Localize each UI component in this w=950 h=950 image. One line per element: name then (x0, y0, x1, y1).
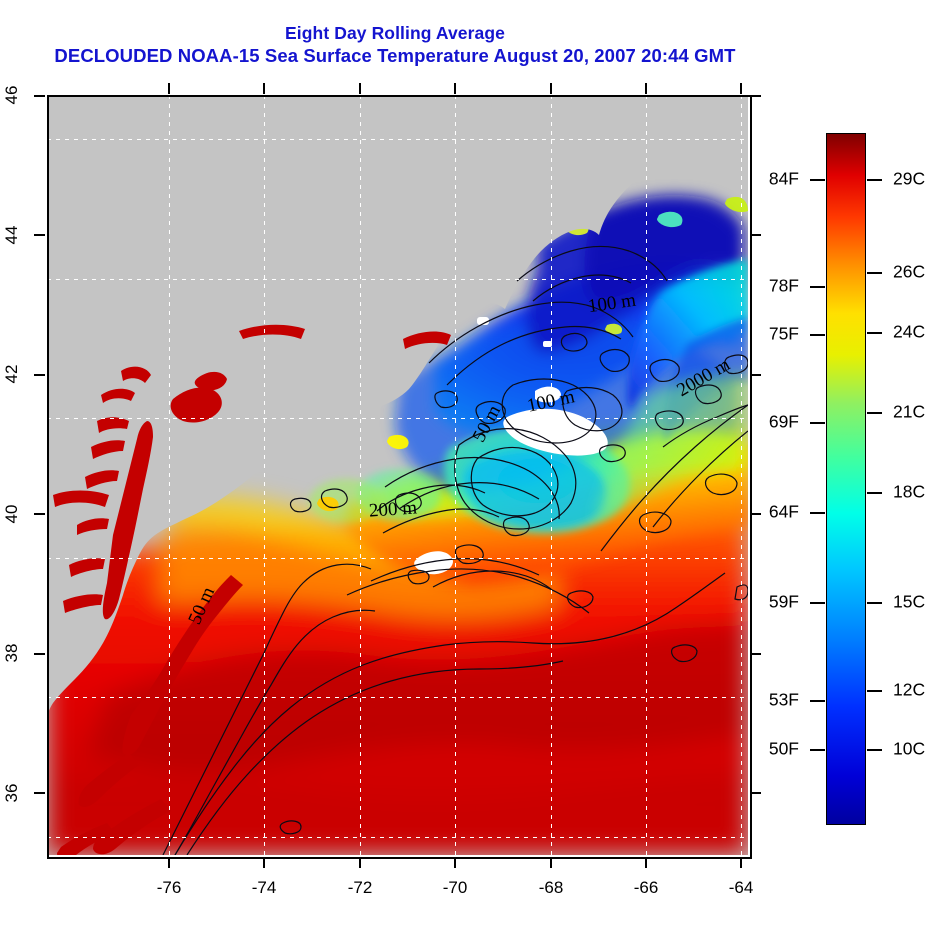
x-tick (550, 857, 552, 868)
contour-label-200m: 200 m (368, 497, 418, 522)
gridline-h (47, 837, 748, 838)
map-plot-area[interactable]: 100 m 100 m 2000 m 50 m 200 m 50 m (47, 95, 748, 855)
x-tick-label: -66 (633, 878, 659, 897)
title-line-2: DECLOUDED NOAA-15 Sea Surface Temperatur… (54, 45, 736, 66)
colorbar-label-f: 59F (768, 591, 799, 612)
x-tick-label: -68 (538, 878, 564, 897)
colorbar-label-f: 50F (768, 738, 799, 759)
gridline-h (47, 697, 748, 698)
x-tick-top (168, 83, 170, 94)
x-tick-label: -64 (728, 878, 754, 897)
y-tick (34, 374, 45, 376)
y-tick-label: 38 (2, 643, 21, 663)
y-tick-label: 42 (2, 364, 21, 384)
x-tick (263, 857, 265, 868)
y-tick-label: 36 (2, 783, 21, 803)
y-tick-right (750, 792, 761, 794)
sst-raster (47, 95, 748, 855)
colorbar-label-c: 26C (893, 261, 926, 282)
y-tick-right (750, 653, 761, 655)
gridline-h (47, 418, 748, 419)
colorbar-label-c: 12C (893, 679, 926, 700)
x-tick (645, 857, 647, 868)
gridline-v (360, 95, 361, 855)
y-tick (34, 653, 45, 655)
x-tick (359, 857, 361, 868)
x-tick (454, 857, 456, 868)
colorbar-label-c: 21C (893, 401, 926, 422)
x-tick-top (359, 83, 361, 94)
title-line-1: Eight Day Rolling Average (285, 23, 505, 43)
colorbar-label-c: 15C (893, 591, 926, 612)
land-mask-svg (47, 95, 748, 721)
gridline-h (47, 558, 748, 559)
gridline-h (47, 279, 748, 280)
x-tick-label: -76 (156, 878, 182, 897)
colorbar-label-f: 53F (768, 689, 799, 710)
bathymetry-contours-svg (162, 245, 748, 855)
gridline-v (264, 95, 265, 855)
y-tick-right (750, 374, 761, 376)
x-tick-label: -72 (347, 878, 373, 897)
y-tick-right (750, 95, 761, 97)
colorbar-gradient (827, 134, 865, 824)
figure-title: Eight Day Rolling Average DECLOUDED NOAA… (0, 22, 790, 68)
y-tick (34, 513, 45, 515)
gridline-v (551, 95, 552, 855)
sst-field-svg (47, 120, 748, 855)
colorbar-label-f: 78F (768, 275, 799, 296)
temperature-colorbar[interactable]: 84F 29C 78F 26C 75F 24C 69F 21C 64F 18C (769, 133, 925, 825)
y-tick-label: 44 (2, 225, 21, 245)
x-tick-top (740, 83, 742, 94)
x-tick-top (645, 83, 647, 94)
gridline-v (169, 95, 170, 855)
gridline-v (741, 95, 742, 855)
colorbar-label-f: 84F (768, 168, 799, 189)
y-tick-label: 40 (2, 504, 21, 524)
y-tick-right (750, 513, 761, 515)
gridline-v (455, 95, 456, 855)
colorbar-label-f: 64F (768, 501, 799, 522)
x-tick-label: -74 (251, 878, 277, 897)
x-tick (740, 857, 742, 868)
colorbar-label-c: 18C (893, 481, 926, 502)
x-tick-top (454, 83, 456, 94)
x-tick-label: -70 (442, 878, 468, 897)
colorbar-label-f: 75F (768, 323, 799, 344)
x-tick (168, 857, 170, 868)
bays-water-svg (53, 324, 451, 855)
colorbar-label-f: 69F (768, 411, 799, 432)
y-tick (34, 234, 45, 236)
colorbar-label-c: 29C (893, 168, 926, 189)
x-tick-top (263, 83, 265, 94)
y-tick-right (750, 234, 761, 236)
colorbar-label-c: 24C (893, 321, 926, 342)
y-tick (34, 792, 45, 794)
x-tick-top (550, 83, 552, 94)
y-tick-label: 46 (2, 85, 21, 105)
gridline-v (646, 95, 647, 855)
colorbar-label-c: 10C (893, 738, 926, 759)
gridline-h (47, 139, 748, 140)
y-tick (34, 95, 45, 97)
